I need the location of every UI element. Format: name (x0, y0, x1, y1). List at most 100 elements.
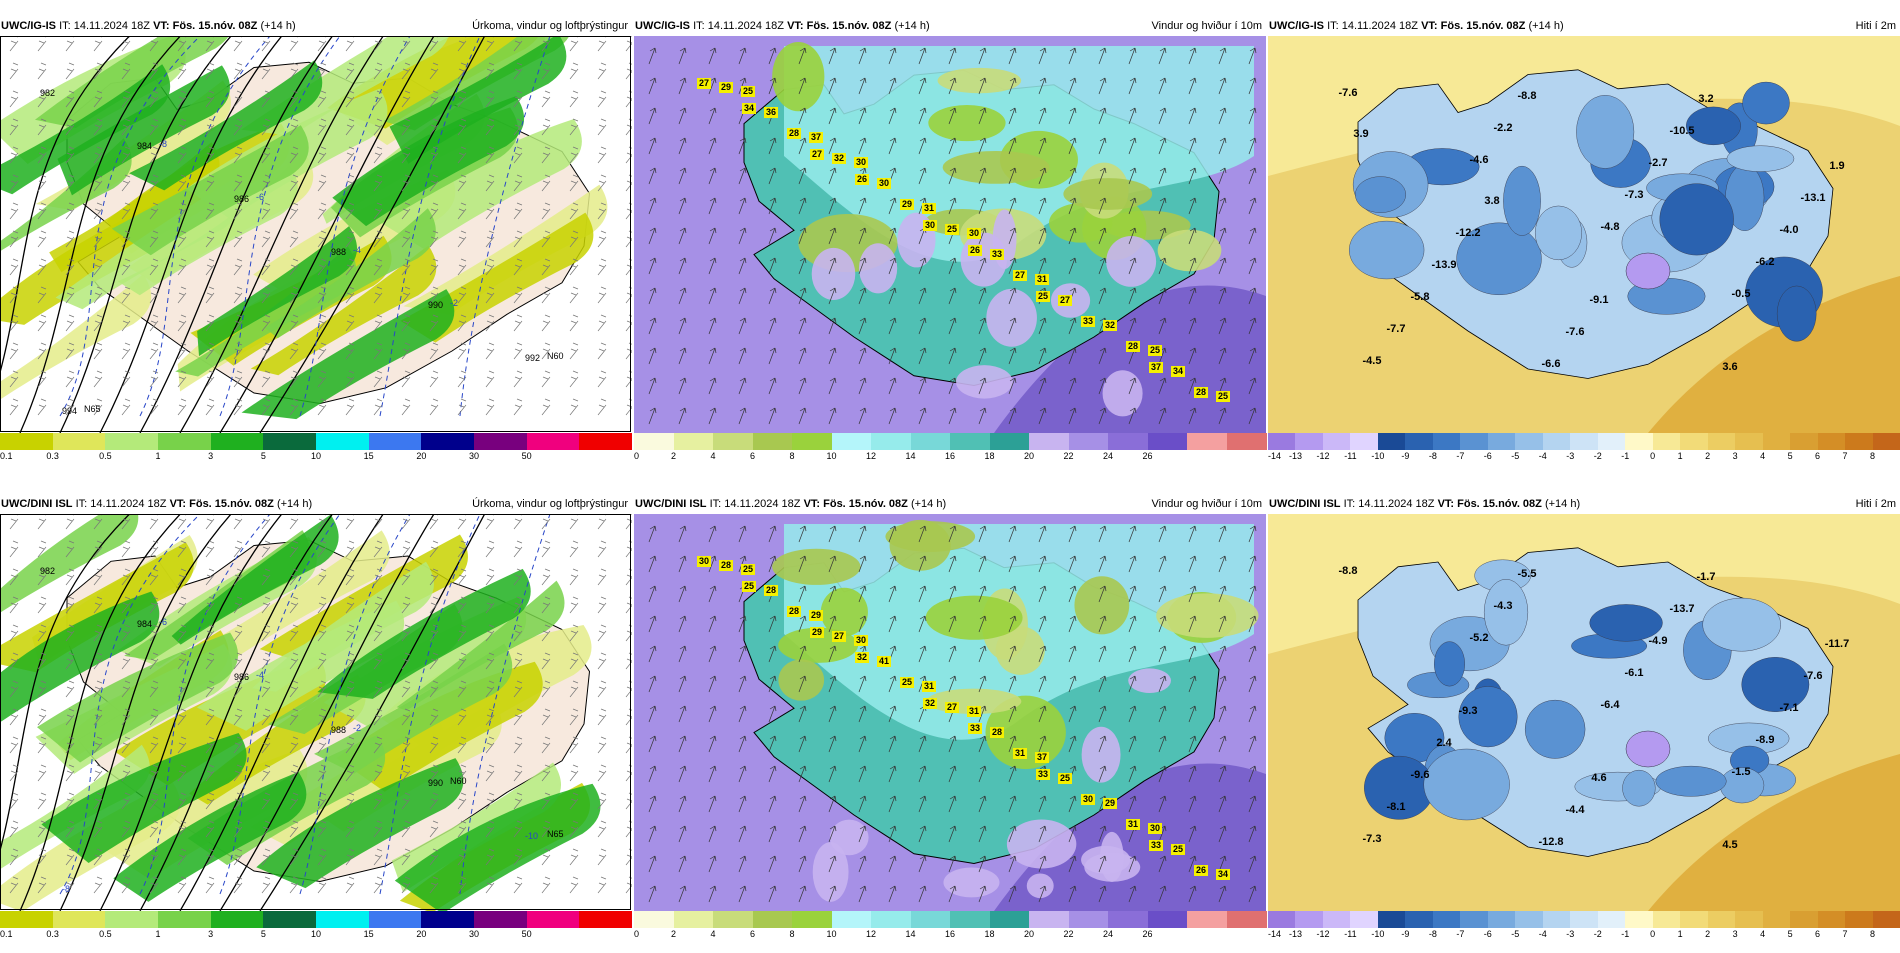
wind-arrow (888, 287, 897, 305)
gust-label-bg (1081, 794, 1095, 805)
gust-label: 27 (947, 702, 957, 712)
wind-arrow (1188, 555, 1197, 573)
wind-barb (261, 876, 271, 894)
wind-barb (177, 764, 187, 782)
wind-arrow (888, 555, 897, 573)
isobar-label: -4 (353, 245, 361, 255)
wind-barb (457, 146, 467, 164)
isobar-label: N60 (450, 776, 467, 786)
colorbar-swatch (526, 911, 580, 928)
wind-barb (541, 652, 551, 670)
wind-arrow (798, 675, 807, 693)
wind-barb (9, 258, 19, 276)
wind-barb (93, 118, 103, 136)
colorbar-swatch (1295, 433, 1324, 450)
wind-barb (569, 792, 579, 810)
colorbar-tick: 30 (468, 929, 480, 939)
wind-arrow (858, 615, 867, 633)
temp-label: 3.9 (1353, 128, 1368, 140)
wind-arrow (1038, 47, 1047, 65)
wind-barb (569, 146, 579, 164)
wind-barb (261, 652, 271, 670)
colorbar-swatch (1108, 433, 1148, 450)
colorbar-swatch (1735, 911, 1764, 928)
wind-barb (345, 258, 355, 276)
wind-arrow (1128, 855, 1137, 873)
gust-label-bg (990, 727, 1004, 738)
wind-arrow (708, 795, 717, 813)
colorbar-swatch (989, 911, 1030, 928)
wind-barb (65, 118, 75, 136)
isobar-label: -8 (159, 139, 167, 149)
wind-arrow (768, 77, 777, 95)
wind-arrow (1008, 227, 1017, 245)
gust-label-bg (1149, 362, 1163, 373)
wind-arrow (828, 885, 837, 903)
wind-arrow (708, 525, 717, 543)
temp-patch (1456, 222, 1542, 296)
wind-arrow (858, 855, 867, 873)
wind-barb (485, 286, 495, 304)
wind-arrow (1248, 825, 1257, 843)
isobar (179, 514, 385, 911)
colorbar-tick: 0 (1650, 929, 1656, 939)
wind-barb (541, 146, 551, 164)
colorbar-swatch (1817, 911, 1846, 928)
wind-barb (121, 624, 131, 642)
wind-arrow (948, 197, 957, 215)
wind-barb (233, 652, 243, 670)
isobar (19, 36, 182, 433)
colorbar-swatch (1108, 911, 1148, 928)
gust-label-bg (1194, 865, 1208, 876)
wind-barb (149, 342, 159, 360)
wind-barb (457, 202, 467, 220)
vt-label: VT: (153, 20, 170, 32)
vt-label: VT: (169, 498, 187, 510)
wind-arrow (1098, 107, 1107, 125)
colorbar-swatch (792, 911, 832, 928)
wind-barb (597, 540, 607, 558)
wind-barb (457, 118, 467, 136)
gust-label: 31 (1015, 748, 1025, 758)
wind-arrow (768, 197, 777, 215)
wind-barb (317, 258, 327, 276)
wind-barb (9, 876, 19, 894)
wind-arrow (828, 735, 837, 753)
wind-barb (177, 876, 187, 894)
gust-label: 37 (811, 132, 821, 142)
colorbar-swatch (158, 911, 212, 928)
wind-barb (429, 146, 439, 164)
valid-time: Fös. 15.nóv. 08Z (1457, 498, 1542, 510)
wind-barb (37, 62, 47, 80)
wind-barb (345, 736, 355, 754)
wind-arrow (678, 407, 687, 425)
temp-label: -7.3 (1625, 189, 1644, 201)
colorbar-swatch (1790, 433, 1819, 450)
wind-barb (569, 848, 579, 866)
colorbar-swatch (1322, 433, 1351, 450)
wind-barb (37, 540, 47, 558)
wind-barb (317, 174, 327, 192)
wind-arrow (1158, 317, 1167, 335)
wind-barb (345, 848, 355, 866)
model-name: UWC/DINI ISL (1269, 498, 1341, 510)
colorbar-swatch (368, 433, 422, 450)
wind-arrow (948, 47, 957, 65)
colorbar-tick: 4 (1760, 451, 1766, 461)
temp-label: 3.8 (1484, 195, 1499, 207)
it-label: IT: (693, 20, 705, 32)
precip-band (317, 568, 531, 699)
wind-arrow (1038, 137, 1047, 155)
panel-dini-wind: UWC/DINI ISL IT: 14.11.2024 18Z VT: Fös.… (634, 478, 1267, 953)
colorbar-swatch (474, 911, 528, 928)
colorbar-tick: 4 (710, 451, 716, 461)
gust-label: 26 (970, 245, 980, 255)
temp-label: 4.6 (1591, 772, 1606, 784)
wind-barb (401, 118, 411, 136)
wind-barb (513, 62, 523, 80)
wind-barb (373, 370, 383, 388)
wind-arrow (1038, 107, 1047, 125)
wind-patch (1156, 593, 1259, 638)
wind-barb (121, 90, 131, 108)
isobar (219, 36, 435, 433)
